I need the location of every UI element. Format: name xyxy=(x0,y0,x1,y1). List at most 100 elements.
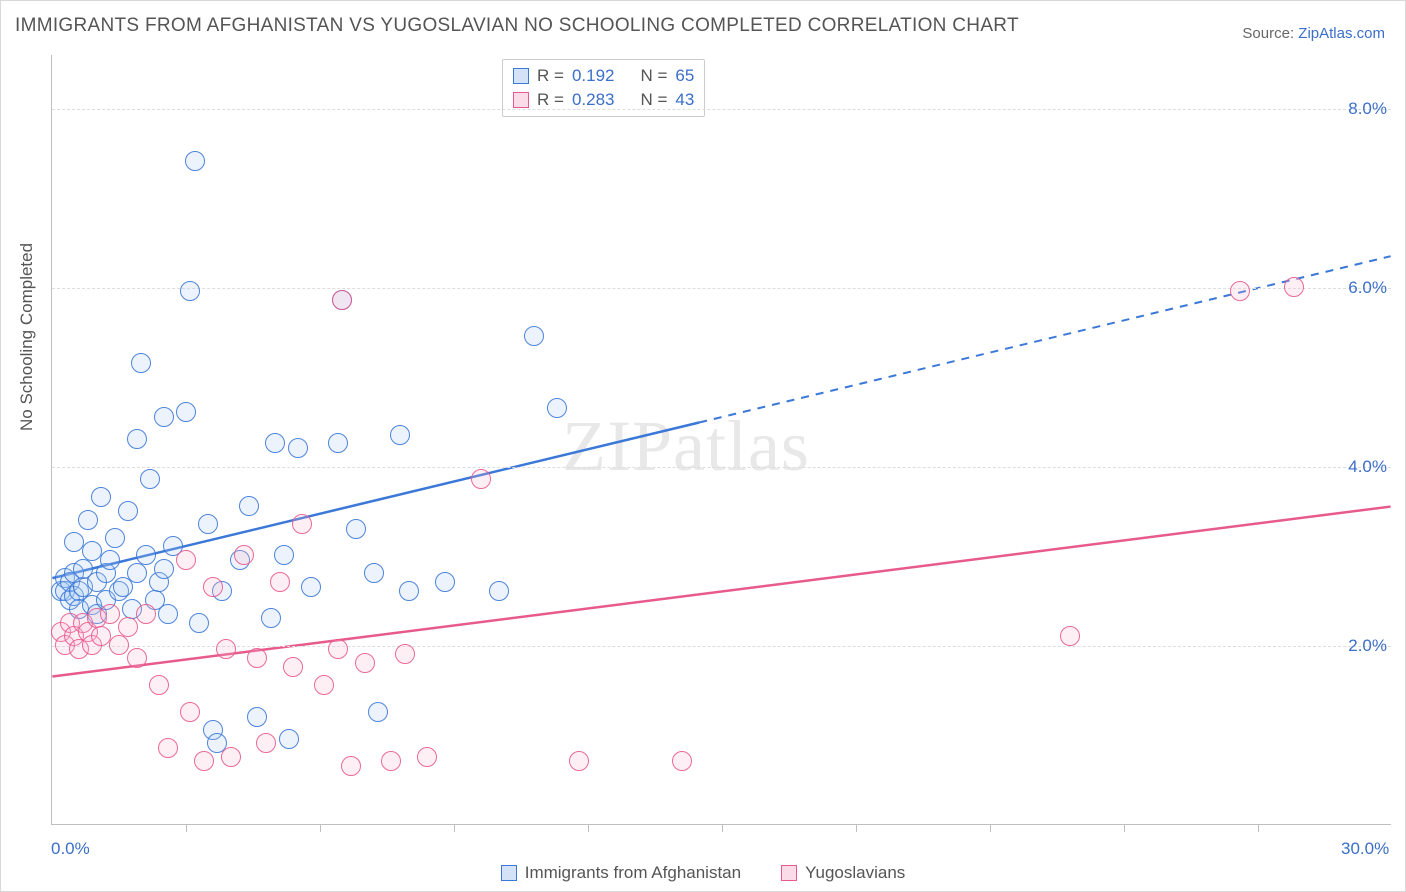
data-point xyxy=(314,675,334,695)
data-point xyxy=(1230,281,1250,301)
data-point xyxy=(270,572,290,592)
data-point xyxy=(256,733,276,753)
x-tick xyxy=(722,824,723,832)
data-point xyxy=(265,433,285,453)
data-point xyxy=(118,617,138,637)
plot-area: ZIPatlas R = 0.192 N = 65 R = 0.283 N = 43 xyxy=(51,55,1391,825)
x-tick xyxy=(588,824,589,832)
x-tick xyxy=(1124,824,1125,832)
legend-swatch xyxy=(513,92,529,108)
data-point xyxy=(489,581,509,601)
gridline xyxy=(52,288,1391,289)
data-point xyxy=(216,639,236,659)
data-point xyxy=(346,519,366,539)
data-point xyxy=(261,608,281,628)
bottom-legend: Immigrants from Afghanistan Yugoslavians xyxy=(1,863,1405,883)
data-point xyxy=(176,550,196,570)
data-point xyxy=(131,353,151,373)
data-point xyxy=(355,653,375,673)
legend-swatch xyxy=(513,68,529,84)
data-point xyxy=(471,469,491,489)
data-point xyxy=(127,429,147,449)
data-point xyxy=(332,290,352,310)
data-point xyxy=(203,577,223,597)
x-tick xyxy=(990,824,991,832)
x-tick xyxy=(1258,824,1259,832)
data-point xyxy=(247,707,267,727)
data-point xyxy=(672,751,692,771)
data-point xyxy=(154,559,174,579)
data-point xyxy=(368,702,388,722)
source-link[interactable]: ZipAtlas.com xyxy=(1298,25,1385,42)
bottom-legend-item: Immigrants from Afghanistan xyxy=(501,863,741,883)
data-point xyxy=(274,545,294,565)
y-tick-label: 2.0% xyxy=(1348,636,1387,656)
y-axis-label: No Schooling Completed xyxy=(17,243,37,431)
data-point xyxy=(127,648,147,668)
data-point xyxy=(158,604,178,624)
data-point xyxy=(381,751,401,771)
y-tick-label: 4.0% xyxy=(1348,457,1387,477)
data-point xyxy=(395,644,415,664)
data-point xyxy=(364,563,384,583)
data-point xyxy=(100,604,120,624)
data-point xyxy=(100,550,120,570)
data-point xyxy=(279,729,299,749)
data-point xyxy=(185,151,205,171)
legend-swatch xyxy=(501,865,517,881)
bottom-legend-label: Immigrants from Afghanistan xyxy=(525,863,741,883)
legend-stats-row: R = 0.192 N = 65 xyxy=(513,64,694,88)
legend-R-value: 0.192 xyxy=(572,66,615,86)
data-point xyxy=(180,702,200,722)
data-point xyxy=(136,604,156,624)
data-point xyxy=(399,581,419,601)
x-tick xyxy=(454,824,455,832)
data-point xyxy=(118,501,138,521)
data-point xyxy=(198,514,218,534)
legend-N-value: 43 xyxy=(675,90,694,110)
data-point xyxy=(569,751,589,771)
data-point xyxy=(180,281,200,301)
y-tick-label: 6.0% xyxy=(1348,278,1387,298)
legend-R-label: R = xyxy=(537,90,564,110)
legend-N-label: N = xyxy=(640,90,667,110)
data-point xyxy=(1284,277,1304,297)
legend-R-value: 0.283 xyxy=(572,90,615,110)
data-point xyxy=(105,528,125,548)
data-point xyxy=(341,756,361,776)
data-point xyxy=(247,648,267,668)
data-point xyxy=(301,577,321,597)
data-point xyxy=(417,747,437,767)
legend-swatch xyxy=(781,865,797,881)
watermark: ZIPatlas xyxy=(562,405,810,488)
source-attribution: Source: ZipAtlas.com xyxy=(1242,25,1385,42)
legend-N-value: 65 xyxy=(675,66,694,86)
data-point xyxy=(136,545,156,565)
x-axis-label: 30.0% xyxy=(1341,839,1389,859)
data-point xyxy=(435,572,455,592)
data-point xyxy=(189,613,209,633)
data-point xyxy=(154,407,174,427)
bottom-legend-item: Yugoslavians xyxy=(781,863,905,883)
data-point xyxy=(328,433,348,453)
data-point xyxy=(78,510,98,530)
data-point xyxy=(1060,626,1080,646)
correlation-chart: IMMIGRANTS FROM AFGHANISTAN VS YUGOSLAVI… xyxy=(0,0,1406,892)
gridline xyxy=(52,467,1391,468)
data-point xyxy=(328,639,348,659)
data-point xyxy=(140,469,160,489)
data-point xyxy=(149,675,169,695)
data-point xyxy=(288,438,308,458)
data-point xyxy=(194,751,214,771)
data-point xyxy=(221,747,241,767)
x-tick xyxy=(856,824,857,832)
data-point xyxy=(127,563,147,583)
x-tick xyxy=(320,824,321,832)
gridline xyxy=(52,646,1391,647)
legend-R-label: R = xyxy=(537,66,564,86)
x-tick xyxy=(186,824,187,832)
data-point xyxy=(292,514,312,534)
legend-N-label: N = xyxy=(640,66,667,86)
data-point xyxy=(109,635,129,655)
data-point xyxy=(239,496,259,516)
